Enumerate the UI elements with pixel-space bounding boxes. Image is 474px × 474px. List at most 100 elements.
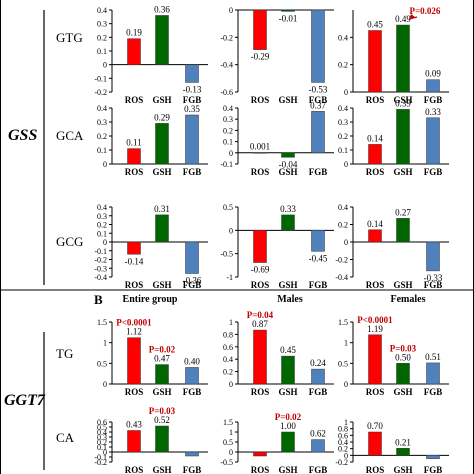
value-label: 0.70 <box>367 421 383 431</box>
y-tick-label: -0.4 <box>220 61 233 70</box>
ggt7-label: GGT7 <box>4 392 46 409</box>
y-tick-label: -0.6 <box>220 88 233 97</box>
y-tick-label: 0 <box>229 448 233 457</box>
y-tick-label: 0.2 <box>338 445 348 454</box>
bar-chart-ggt7-tg-1: 0 0.2 0.4 0.6 0.8 1 0.87 ROS 0.45 GSH 0.24 FGB P=0.0… <box>223 310 334 397</box>
category-label-fgb: FGB <box>183 95 202 105</box>
y-tick-label: 0.1 <box>223 138 233 147</box>
category-label-gsh: GSH <box>152 465 171 474</box>
y-tick-label: 1 <box>344 418 348 427</box>
value-label: 0.21 <box>395 437 411 447</box>
panel-b-label: B <box>94 292 103 307</box>
bar-fgb <box>311 368 325 385</box>
value-label: 0.24 <box>310 358 326 368</box>
bar-gsh <box>281 214 295 231</box>
value-label: 1.00 <box>280 421 296 431</box>
value-label: 0.45 <box>367 20 383 30</box>
category-label-fgb: FGB <box>183 387 202 397</box>
category-label-gsh: GSH <box>278 280 297 290</box>
y-tick-label: 0.2 <box>338 61 348 70</box>
value-label: 0.36 <box>154 4 170 14</box>
category-label-gsh: GSH <box>393 167 412 177</box>
bar-fgb <box>311 230 325 252</box>
value-label: -0.69 <box>251 265 270 275</box>
bar-ros <box>127 148 141 165</box>
y-tick-label: 0.1 <box>97 47 107 56</box>
category-label-fgb: FGB <box>309 465 328 474</box>
y-tick-label: 0.2 <box>338 221 348 230</box>
col-header-entire: Entire group <box>123 294 178 305</box>
bar-ros <box>368 334 382 385</box>
bar-fgb <box>185 367 199 385</box>
value-label: 0.51 <box>425 352 441 362</box>
value-label: 0.50 <box>395 352 411 362</box>
value-label: -0.13 <box>183 84 202 94</box>
bar-fgb <box>426 362 440 385</box>
value-label: 0.33 <box>425 107 441 117</box>
y-tick-label: -0.5 <box>220 458 233 467</box>
category-label-gsh: GSH <box>278 387 297 397</box>
y-tick-label: -0.5 <box>220 250 233 259</box>
value-label: 0.09 <box>425 69 441 79</box>
bar-gsh <box>155 364 169 385</box>
bar-fgb <box>426 241 440 272</box>
value-label: 0.62 <box>310 429 326 439</box>
bar-gsh <box>281 152 295 158</box>
bar-ros <box>127 430 141 453</box>
bar-gsh <box>155 214 169 243</box>
y-tick-label: 0.3 <box>223 115 233 124</box>
bar-gsh <box>396 109 410 165</box>
charts: -0.2-0.100.10.20.30.40.19ROS0.36GSH-0.13… <box>94 4 449 474</box>
category-label-ros: ROS <box>251 95 270 105</box>
category-label-gsh: GSH <box>152 167 171 177</box>
y-tick-label: 0.5 <box>338 359 348 368</box>
bar-gsh <box>155 123 169 165</box>
bar-ros <box>253 230 267 263</box>
category-label-fgb: FGB <box>424 387 443 397</box>
y-tick-label: 0 <box>229 149 233 158</box>
bar-fgb <box>185 64 199 83</box>
y-tick-label: 0.3 <box>97 212 107 221</box>
row-label-gtg: GTG <box>56 30 83 45</box>
bar-chart-ggt7-ca-0: -0.2-0.100.10.20.30.40.50.6 0.43 ROS 0.52 GS… <box>94 406 208 474</box>
value-label: -0.33 <box>424 273 443 283</box>
bar-fgb <box>185 114 199 165</box>
bar-chart-ggt7-ca-1: -0.500.511.5 ROS 1.00 GSH 0.62 FGB P=0.02 <box>220 412 334 474</box>
category-label-ros: ROS <box>366 95 385 105</box>
row-label-tg: TG <box>56 346 73 361</box>
category-label-fgb: FGB <box>309 387 328 397</box>
y-tick-label: 1 <box>103 339 107 348</box>
y-tick-label: 0.2 <box>97 33 107 42</box>
y-tick-label: -0.4 <box>94 273 107 282</box>
y-tick-label: 0 <box>103 380 107 389</box>
y-tick-label: -0.1 <box>94 247 107 256</box>
y-tick-label: 0.4 <box>338 203 348 212</box>
col-header-females: Females <box>391 294 426 305</box>
category-label-gsh: GSH <box>278 167 297 177</box>
p-value-label: P<0.0001 <box>357 315 393 325</box>
value-label: 1.12 <box>126 327 142 337</box>
y-tick-label: 0.8 <box>223 330 233 339</box>
p-value-label: P=0.03 <box>390 343 417 353</box>
y-tick-label: 0.1 <box>97 229 107 238</box>
col-header-males: Males <box>277 294 303 305</box>
category-label-fgb: FGB <box>424 465 443 474</box>
y-tick-label: 0 <box>103 160 107 169</box>
y-tick-label: 0 <box>344 380 348 389</box>
category-label-gsh: GSH <box>152 280 171 290</box>
y-tick-label: -1 <box>226 273 233 282</box>
y-tick-label: 0.4 <box>338 104 348 113</box>
value-label: 0.27 <box>395 207 411 217</box>
bar-ros <box>127 337 141 385</box>
y-tick-label: -0.1 <box>220 160 233 169</box>
p-value-label: P<0.0001 <box>116 318 152 328</box>
y-tick-label: 0 <box>103 448 107 457</box>
bar-fgb <box>185 451 199 457</box>
value-label: 0.45 <box>280 345 296 355</box>
y-tick-label: 1 <box>229 428 233 437</box>
value-label: 0.40 <box>184 356 200 366</box>
bar-chart-ggt7-tg-0: 0 0.5 1 1.5 1.12 ROS 0.47 GSH 0.40 FGB P<0.0001 P=0… <box>97 318 208 397</box>
y-tick-label: 0.4 <box>223 355 233 364</box>
y-tick-label: 0 <box>229 380 233 389</box>
